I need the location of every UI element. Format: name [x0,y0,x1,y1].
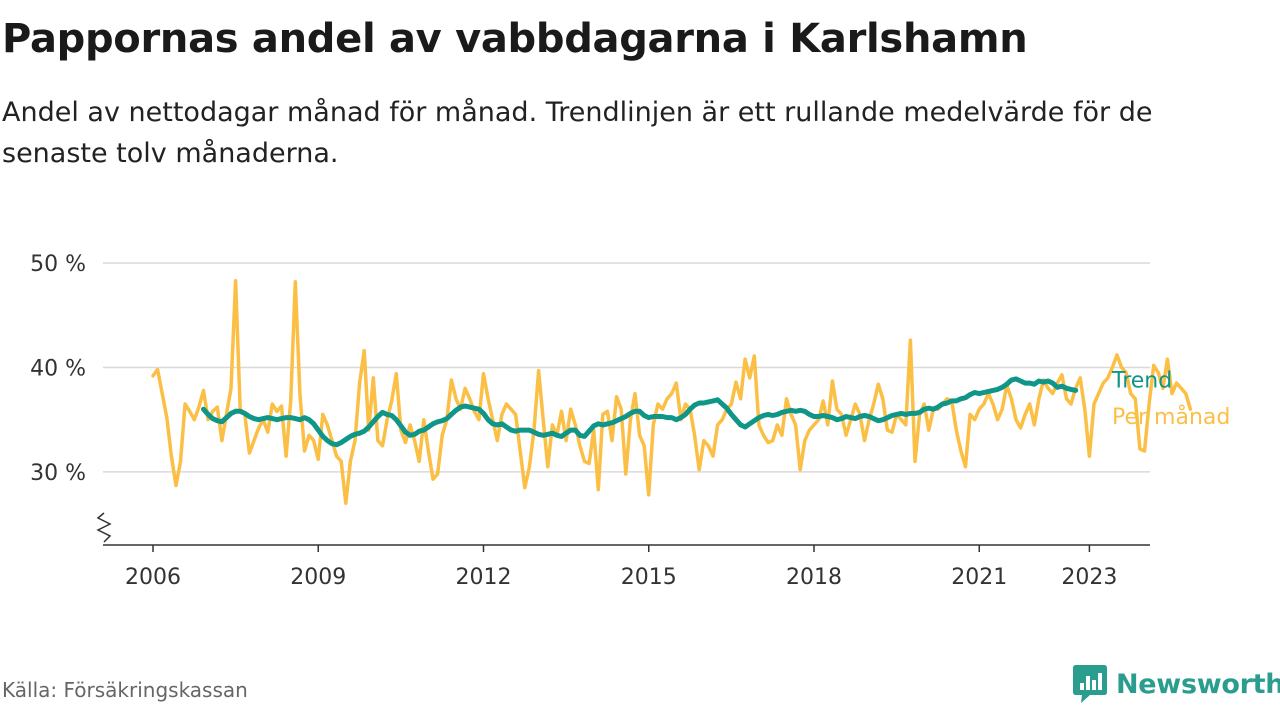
series-label-trend: Trend [1111,368,1172,393]
line-chart: 30 % 40 % 50 % 2006 2009 2012 2015 2018 2021 2023… [30,252,1230,590]
newsworthy-logo-icon [1073,665,1107,703]
x-tick-label: 2015 [621,565,677,590]
series-label-per-manad: Per månad [1112,404,1230,430]
x-tick-label: 2023 [1061,565,1117,590]
x-tick-label: 2006 [125,565,181,590]
series-line-trend [201,376,1079,448]
y-tick-label: 40 % [30,356,86,381]
y-tick-label: 30 % [30,461,86,486]
chart-title: Pappornas andel av vabbdagarna i Karlsha… [2,16,1028,62]
x-tick-label: 2009 [290,565,346,590]
x-tick-label: 2021 [951,565,1007,590]
series-line-per-manad [151,279,1193,505]
y-tick-label: 50 % [30,252,86,277]
x-tick-label: 2012 [455,565,511,590]
brand-name: Newsworthy [1116,668,1280,700]
y-axis-break-icon [96,512,112,543]
chart-subtitle: Andel av nettodagar månad för månad. Tre… [2,97,1153,169]
brand-logo: Newsworthy [1072,664,1280,704]
source-note: Källa: Försäkringskassan [2,678,248,702]
x-tick-label: 2018 [786,565,842,590]
